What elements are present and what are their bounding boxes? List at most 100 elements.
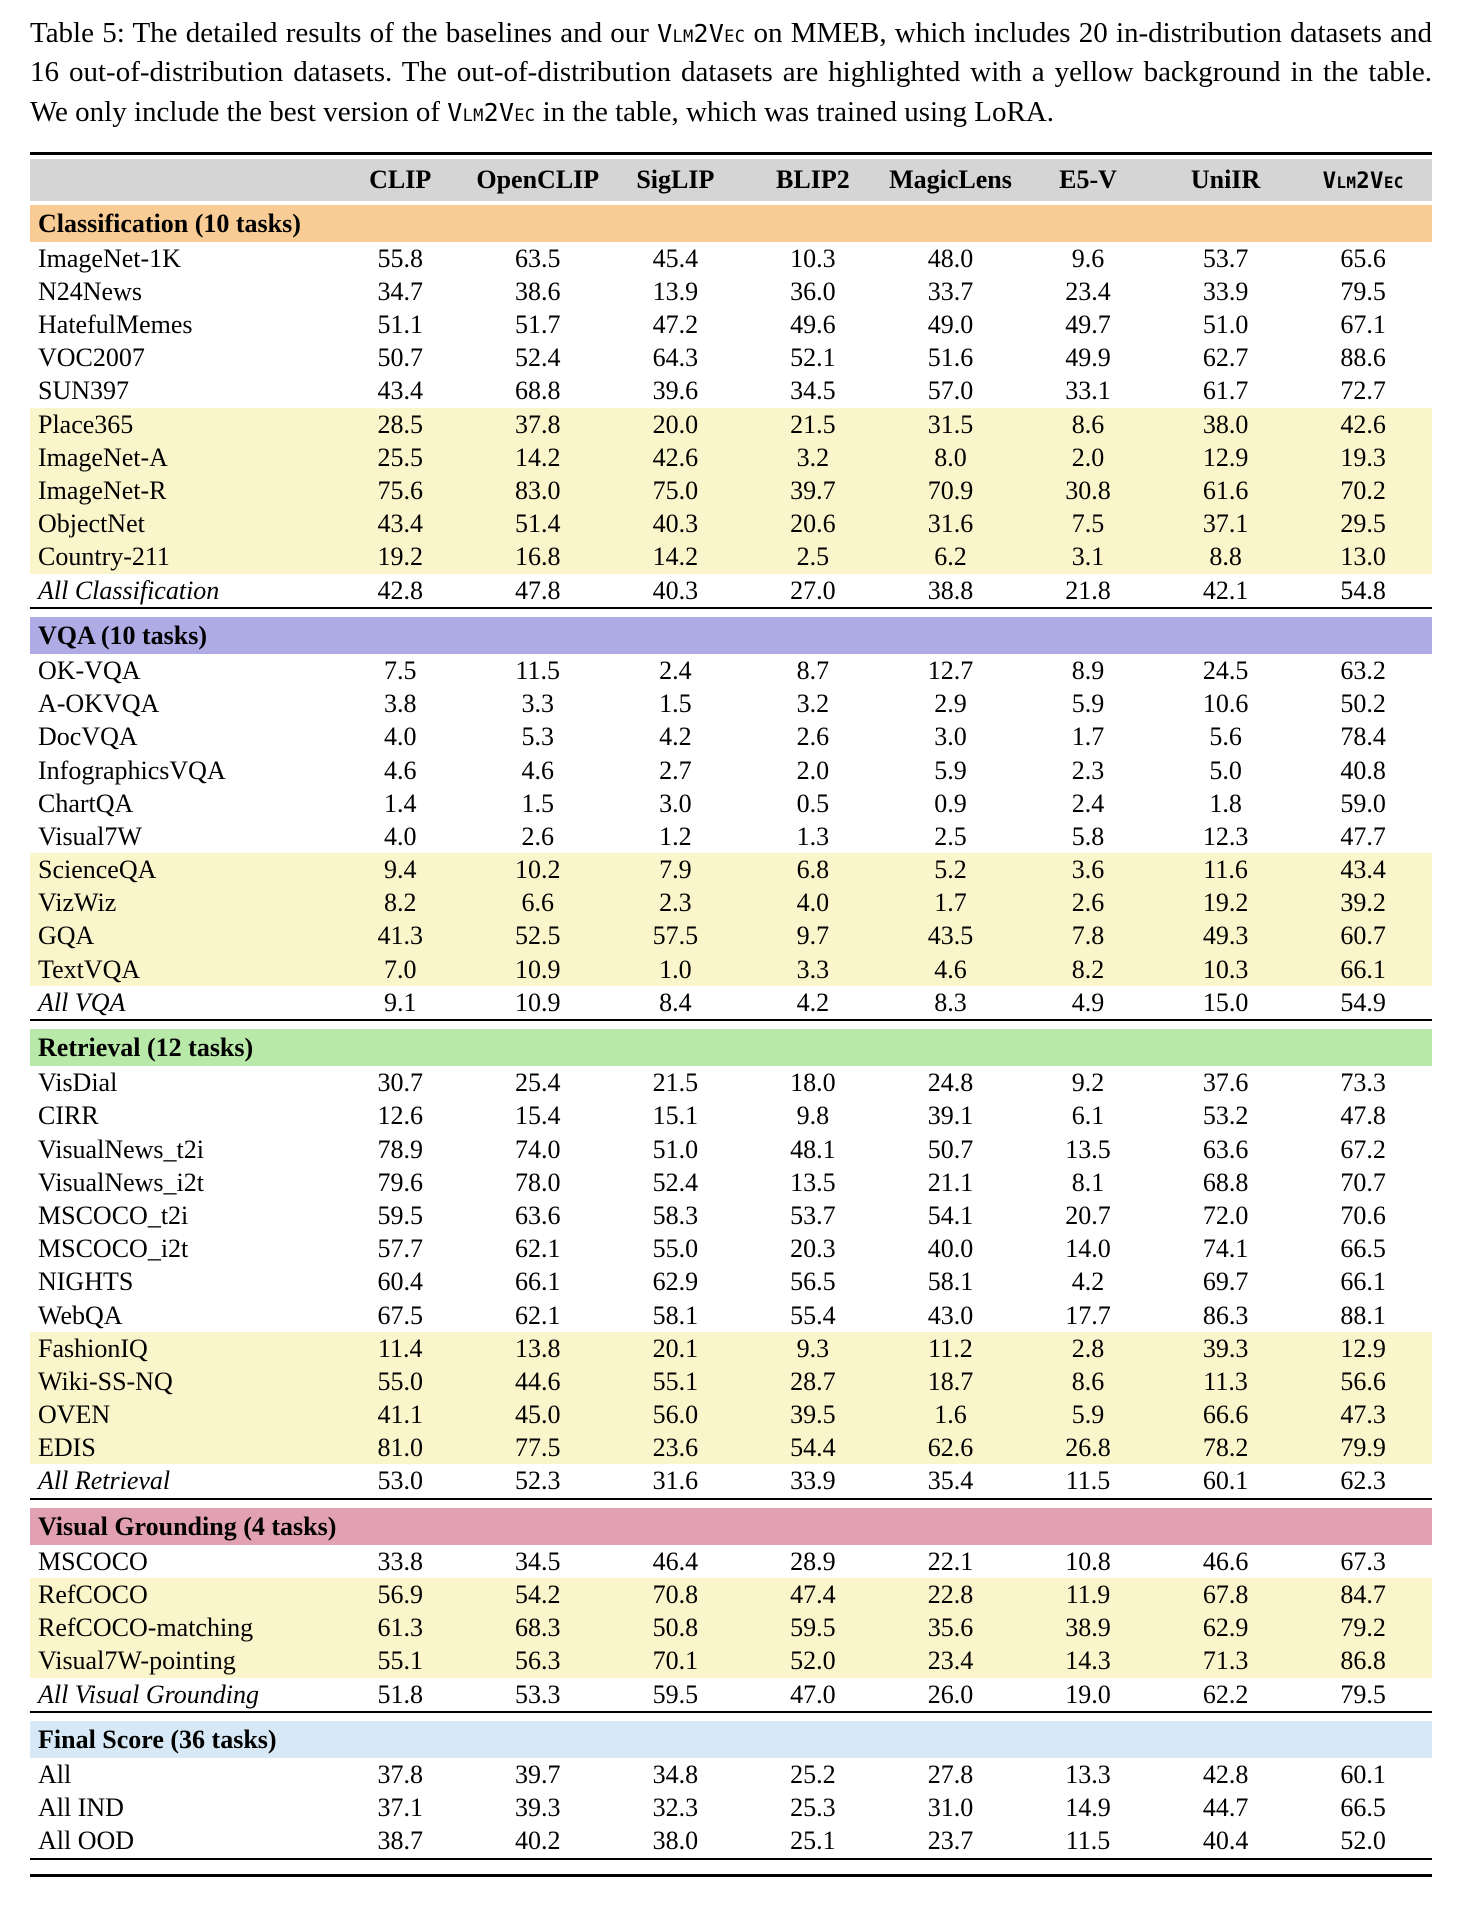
cell-value: 6.2: [934, 542, 967, 572]
row-label: RefCOCO-matching: [38, 1613, 254, 1643]
cell-value: 5.9: [1071, 689, 1105, 719]
cell-value: 49.3: [1202, 921, 1249, 951]
cell-value: 13.5: [1065, 1134, 1111, 1164]
cell-value: 1.4: [383, 788, 417, 818]
cell-value: 3.8: [383, 689, 417, 719]
table-row: ObjectNet 43.4 51.4 40.3 20.6 31.6 7.5 37.1 29.5: [30, 507, 1432, 541]
cell-value: 4.9: [1071, 987, 1105, 1017]
cell-value: 13.8: [515, 1333, 561, 1363]
cell-value: 1.6: [934, 1400, 967, 1430]
cell-value: 43.4: [377, 509, 423, 539]
spacer-cell: [30, 200, 1432, 205]
cell-value: 53.7: [1202, 243, 1249, 273]
cell-value: 59.5: [652, 1679, 699, 1709]
row-label: EDIS: [38, 1433, 96, 1463]
table-row: RefCOCO-matching 61.3 68.3 50.8 59.5 35.6 38.9…: [30, 1611, 1432, 1645]
cell-value: 55.0: [652, 1234, 699, 1264]
cell-value: 21.8: [1065, 575, 1111, 605]
row-label: Visual7W: [38, 821, 142, 851]
cell-value: 60.4: [377, 1267, 423, 1297]
table-row: OVEN 41.1 45.0 56.0 39.5 1.6 5.9 66.6 47.3: [30, 1398, 1432, 1432]
cell-value: 21.5: [790, 409, 836, 439]
cell-value: 28.7: [790, 1366, 836, 1396]
cell-value: 12.6: [377, 1101, 423, 1131]
cell-value: 42.6: [652, 442, 699, 472]
cell-value: 62.9: [1202, 1613, 1249, 1643]
cell-value: 15.4: [515, 1101, 561, 1131]
cell-value: 26.8: [1065, 1433, 1111, 1463]
cell-value: 47.4: [790, 1580, 836, 1609]
row-label: HatefulMemes: [38, 310, 193, 340]
cell-value: 10.9: [515, 987, 561, 1017]
cell-value: 62.1: [515, 1234, 561, 1264]
table-row: TextVQA 7.0 10.9 1.0 3.3 4.6 8.2 10.3 66.1: [30, 952, 1432, 986]
cell-value: 1.5: [521, 788, 555, 818]
cell-value: 40.2: [515, 1826, 561, 1856]
cell-value: 50.7: [927, 1134, 974, 1164]
row-label: TextVQA: [38, 954, 141, 984]
cell-value: 60.7: [1340, 921, 1386, 951]
cell-value: 55.0: [377, 1366, 423, 1396]
cell-value: 25.3: [790, 1793, 836, 1823]
row-label: MSCOCO_i2t: [38, 1234, 189, 1264]
row-spacer: [30, 606, 1432, 617]
cell-value: 58.3: [652, 1200, 699, 1230]
cell-value: 5.9: [934, 755, 967, 785]
cell-value: 54.2: [515, 1580, 561, 1609]
cell-value: 58.1: [652, 1300, 699, 1330]
row-label: VisDial: [38, 1068, 118, 1098]
cell-value: 33.7: [927, 276, 974, 306]
cell-value: 70.6: [1340, 1200, 1386, 1230]
cell-value: 8.1: [1071, 1167, 1105, 1197]
cell-value: 1.3: [796, 821, 830, 851]
cell-value: 9.4: [383, 855, 417, 885]
cell-value: 23.4: [1065, 276, 1111, 306]
cell-value: 10.3: [1202, 954, 1249, 984]
cell-value: 38.8: [927, 575, 974, 605]
cell-value: 64.3: [652, 343, 699, 373]
table-row: N24News 34.7 38.6 13.9 36.0 33.7 23.4 33.9 79.5: [30, 275, 1432, 308]
caption-text: Table 5: The detailed results of the bas…: [30, 17, 658, 49]
cell-value: 77.5: [515, 1433, 561, 1463]
cell-value: 5.6: [1209, 722, 1242, 752]
cell-value: 66.5: [1340, 1234, 1386, 1264]
cell-value: 4.0: [383, 722, 417, 752]
table-row: All OOD 38.7 40.2 38.0 25.1 23.7 11.5 40.4 52.0: [30, 1824, 1432, 1858]
cell-value: 66.1: [515, 1267, 561, 1297]
cell-value: 59.0: [1340, 788, 1386, 818]
row-label: N24News: [38, 276, 142, 306]
cell-value: 8.6: [1071, 409, 1105, 439]
cell-value: 50.2: [1340, 689, 1386, 719]
cell-value: 52.4: [515, 343, 561, 373]
cell-value: 51.4: [515, 509, 561, 539]
cell-value: 56.0: [652, 1400, 699, 1430]
table-row: InfographicsVQA 4.6 4.6 2.7 2.0 5.9 2.3 5.0 40.8: [30, 754, 1432, 787]
cell-value: 4.0: [383, 821, 417, 851]
cell-value: 61.6: [1202, 476, 1249, 505]
cell-value: 48.0: [927, 243, 974, 273]
row-label: All Visual Grounding: [38, 1679, 259, 1709]
cell-value: 67.3: [1340, 1546, 1386, 1576]
cell-value: 34.7: [377, 276, 423, 306]
cell-value: 56.9: [377, 1580, 423, 1609]
section-header: Retrieval (12 tasks): [30, 1029, 1432, 1067]
cell-value: 25.5: [377, 442, 423, 472]
row-label: MSCOCO: [38, 1546, 148, 1576]
cell-value: 5.9: [1071, 1400, 1105, 1430]
cell-value: 45.0: [515, 1400, 561, 1430]
cell-value: 9.2: [1071, 1068, 1105, 1098]
cell-value: 53.3: [515, 1679, 561, 1709]
cell-value: 3.2: [796, 689, 830, 719]
row-label: ChartQA: [38, 788, 134, 818]
cell-value: 1.7: [1071, 722, 1105, 752]
cell-value: 14.3: [1065, 1646, 1111, 1676]
cell-value: 11.2: [928, 1333, 973, 1363]
cell-value: 38.6: [515, 276, 561, 306]
cell-value: 56.5: [790, 1267, 836, 1297]
table-row: CIRR 12.6 15.4 15.1 9.8 39.1 6.1 53.2 47.8: [30, 1099, 1432, 1132]
cell-value: 34.5: [790, 376, 836, 406]
table-row: OK-VQA 7.5 11.5 2.4 8.7 12.7 8.9 24.5 63.2: [30, 654, 1432, 687]
row-label: All VQA: [38, 987, 126, 1017]
cell-value: 23.6: [652, 1433, 699, 1463]
row-spacer: [30, 1857, 1432, 1874]
